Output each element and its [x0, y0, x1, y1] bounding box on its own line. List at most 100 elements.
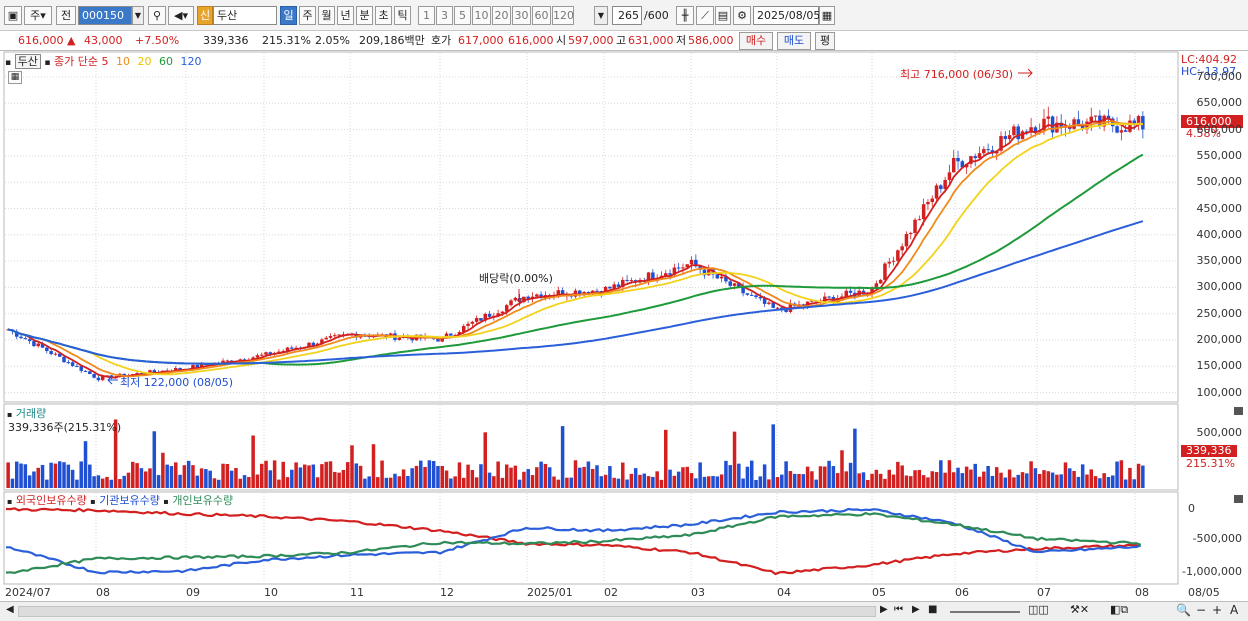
candle-body — [199, 363, 204, 368]
scroll-track[interactable] — [18, 606, 876, 617]
legend-marker-icon: ▪ — [7, 497, 13, 506]
volume-bar — [896, 461, 900, 488]
volume-bar — [685, 466, 689, 488]
volume-bar — [1119, 460, 1124, 488]
stock-chart[interactable] — [0, 51, 1248, 601]
volume-title-text: 거래량 — [15, 407, 47, 420]
mode-jeon-button[interactable]: 전 — [56, 6, 76, 25]
period-button[interactable]: 주 — [299, 6, 316, 25]
interval-button[interactable]: 5 — [454, 6, 471, 25]
candle-body — [930, 198, 934, 203]
code-dropdown-icon[interactable]: ▼ — [132, 6, 144, 25]
scroll-bar: ◀ ▶ ⏮ ▶ ■ ◫◫ ⚒✕ ◧⧉ 🔍 − + A — [0, 601, 1248, 621]
candle-body — [990, 150, 995, 154]
interval-button[interactable]: 60 — [532, 6, 551, 25]
candle-body — [251, 357, 255, 361]
x-axis-tick: 10 — [264, 586, 278, 599]
period-button[interactable]: 월 — [318, 6, 335, 25]
volume-bar — [878, 473, 883, 488]
candle-body — [277, 351, 281, 353]
table-view-icon[interactable]: ▦ — [8, 71, 22, 84]
volume-bar — [956, 467, 960, 488]
zoom-icon[interactable]: 🔍 — [1176, 603, 1191, 617]
stock-code-input[interactable]: 000150 — [78, 6, 132, 25]
period-button[interactable]: 틱 — [394, 6, 411, 25]
volume-panel-close-icon[interactable] — [1234, 407, 1243, 415]
zoom-slider[interactable] — [950, 611, 1020, 613]
search-icon[interactable]: ⚲ — [148, 6, 166, 25]
institution-holding-line — [6, 507, 1142, 575]
candle-body — [702, 269, 707, 276]
interval-button[interactable]: 120 — [552, 6, 574, 25]
sell-button[interactable]: 매도 — [777, 32, 811, 50]
play-icon[interactable]: ▶ — [912, 604, 920, 615]
candle-body — [49, 351, 53, 355]
zoom-out-icon[interactable]: − — [1196, 603, 1207, 617]
volume-bar — [1033, 468, 1038, 488]
buy-button[interactable]: 매수 — [739, 32, 773, 50]
save-icon[interactable]: ▤ — [715, 6, 731, 25]
period-button[interactable]: 분 — [356, 6, 373, 25]
volume-bar — [298, 467, 303, 488]
volume-bar — [939, 460, 943, 488]
volume-bar — [358, 465, 363, 488]
compare-icon[interactable]: ◧⧉ — [1110, 603, 1129, 616]
settings-gear-icon[interactable]: ⚙ — [733, 6, 751, 25]
eval-button[interactable]: 평 — [815, 32, 835, 50]
volume-bar — [724, 460, 728, 488]
candle-body — [1132, 120, 1137, 124]
volume-bar — [629, 473, 634, 488]
hoga-label: 호가 — [431, 34, 452, 47]
volume-bar — [174, 462, 178, 488]
volume-bar — [234, 468, 238, 488]
interval-button[interactable]: 10 — [472, 6, 491, 25]
dividend-annotation: 배당락(0.00%) — [479, 272, 553, 285]
sound-icon[interactable]: ◀▾ — [168, 6, 194, 25]
candle-body — [689, 259, 694, 265]
holding-panel-close-icon[interactable] — [1234, 495, 1243, 503]
volume-bar — [496, 461, 500, 488]
volume-bar — [960, 473, 965, 488]
volume-bar — [883, 478, 887, 488]
candle-body — [896, 250, 900, 261]
scroll-left-icon[interactable]: ◀ — [6, 604, 14, 615]
layout-icon[interactable]: ◫◫ — [1028, 603, 1049, 616]
volume-bar — [861, 472, 866, 488]
date-input[interactable]: 2025/08/05 — [753, 6, 820, 25]
period-button[interactable]: 년 — [337, 6, 354, 25]
font-icon[interactable]: A — [1230, 603, 1239, 617]
candle-body — [522, 296, 526, 302]
volume-bar — [143, 471, 148, 488]
interval-button[interactable]: 3 — [436, 6, 453, 25]
count-input[interactable]: 265 — [612, 6, 642, 25]
scroll-start-icon[interactable]: ⏮ — [894, 604, 903, 615]
interval-button[interactable]: 30 — [512, 6, 531, 25]
volume-bar — [10, 478, 15, 488]
x-axis-tick: 06 — [955, 586, 969, 599]
volume-bar — [853, 428, 857, 488]
legend-stock-name[interactable]: 두산 — [14, 54, 41, 69]
volume-bar — [212, 478, 217, 488]
draw-tool-icon[interactable]: ⟋ — [696, 6, 714, 25]
candle-body — [719, 276, 724, 279]
interval-button[interactable]: 20 — [492, 6, 511, 25]
stop-icon[interactable]: ■ — [928, 604, 938, 615]
volume-bar — [586, 461, 591, 488]
window-menu-icon[interactable]: ▣ — [4, 6, 22, 25]
mode-chu-select[interactable]: 주▾ — [24, 6, 52, 25]
volume-bar — [376, 477, 380, 488]
period-button[interactable]: 일 — [280, 6, 297, 25]
zoom-in-icon[interactable]: + — [1212, 603, 1223, 617]
scroll-right-icon[interactable]: ▶ — [880, 604, 888, 615]
volume-bar — [599, 476, 604, 488]
period-button[interactable]: 초 — [375, 6, 392, 25]
stock-name-field[interactable]: 두산 — [213, 6, 277, 25]
calendar-icon[interactable]: ▦ — [819, 6, 835, 25]
candle-body — [474, 318, 479, 322]
tools-icon[interactable]: ⚒✕ — [1070, 603, 1090, 616]
dividend-arrow-icon — [514, 289, 524, 303]
interval-dropdown-icon[interactable]: ▼ — [594, 6, 608, 25]
candle-type-icon[interactable]: ╫ — [676, 6, 694, 25]
interval-button[interactable]: 1 — [418, 6, 435, 25]
price-tag: 616,000 — [1186, 115, 1232, 128]
